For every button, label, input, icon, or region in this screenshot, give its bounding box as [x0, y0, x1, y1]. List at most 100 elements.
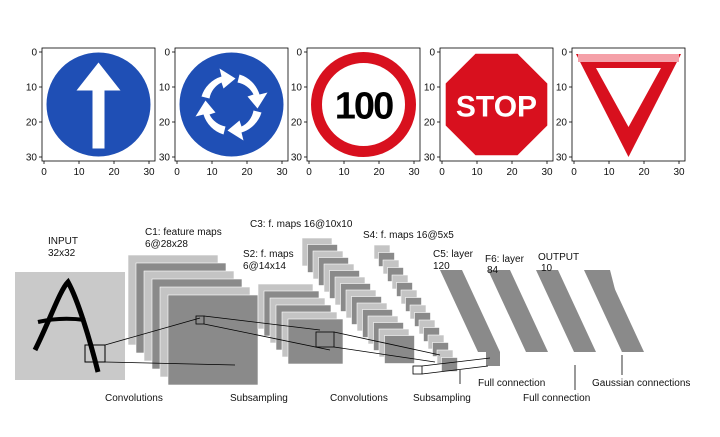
- y-tick-label: 30: [556, 153, 568, 164]
- x-tick-label: 10: [73, 167, 85, 178]
- arrow: [227, 110, 262, 141]
- layer-size: 84: [487, 265, 499, 276]
- y-tick-label: 0: [561, 48, 567, 59]
- y-tick-label: 20: [424, 118, 436, 129]
- x-tick-label: 0: [571, 167, 577, 178]
- operation: Full connection: [478, 378, 545, 389]
- y-tick-label: 20: [159, 118, 171, 129]
- connection-lines: [104, 315, 623, 390]
- layer-name: F6: layer: [485, 254, 525, 265]
- x-tick-label: 0: [41, 167, 47, 178]
- sign-triangle-top: [578, 54, 679, 62]
- y-tick-label: 30: [291, 153, 303, 164]
- x-tick-label: 30: [276, 167, 288, 178]
- y-tick-label: 10: [291, 83, 303, 94]
- operation: Subsampling: [230, 393, 288, 404]
- x-tick-label: 30: [541, 167, 553, 178]
- y-tick-label: 10: [26, 83, 38, 94]
- glyph-a: [32, 277, 101, 373]
- sign-octagon: [445, 53, 548, 156]
- plot-frame: [439, 47, 554, 162]
- y-tick-label: 30: [26, 153, 38, 164]
- feature-map: [287, 318, 344, 365]
- arrow: [237, 74, 268, 109]
- x-tick-label: 10: [603, 167, 615, 178]
- y-tick-label: 30: [424, 153, 436, 164]
- x-tick-label: 20: [373, 167, 385, 178]
- y-tick-label: 10: [424, 83, 436, 94]
- receptive-field: [84, 344, 106, 363]
- y-tick-label: 10: [556, 83, 568, 94]
- arrow: [201, 68, 236, 99]
- lenet-diagram: INPUT 32x32 C1: feature maps 6@28x28 S2:…: [15, 219, 690, 404]
- y-tick-label: 20: [556, 118, 568, 129]
- layer-size: 32x32: [48, 248, 76, 259]
- operation: Gaussian connections: [592, 378, 690, 389]
- x-tick-label: 30: [143, 167, 155, 178]
- layer-size: 120: [433, 261, 450, 272]
- y-tick-label: 0: [164, 48, 170, 59]
- x-tick-label: 20: [638, 167, 650, 178]
- x-tick-label: 20: [506, 167, 518, 178]
- feature-map: [384, 335, 415, 364]
- x-tick-label: 20: [241, 167, 253, 178]
- layer-size: 6@14x14: [243, 261, 286, 272]
- glyph-a-bar: [37, 316, 86, 324]
- plot-frame: [174, 47, 289, 162]
- operation: Full connection: [523, 393, 590, 404]
- sign-text: 100: [335, 86, 393, 128]
- feature-maps: [127, 237, 500, 386]
- layer-size: 6@28x28: [145, 239, 188, 250]
- x-tick-label: 30: [408, 167, 420, 178]
- layer-name: C1: feature maps: [145, 227, 222, 238]
- layer-name: C5: layer: [433, 249, 474, 260]
- plot-frame: [306, 47, 421, 162]
- x-tick-label: 0: [174, 167, 180, 178]
- y-tick-label: 30: [159, 153, 171, 164]
- y-tick-label: 0: [31, 48, 37, 59]
- x-tick-label: 0: [306, 167, 312, 178]
- sign-text: STOP: [456, 91, 537, 124]
- full-connections: [440, 270, 644, 352]
- layer-name: OUTPUT: [538, 252, 579, 263]
- arrow: [76, 62, 121, 149]
- sign-ring: [311, 52, 416, 157]
- plot-frame: [41, 47, 156, 162]
- operation: Convolutions: [105, 393, 163, 404]
- x-tick-label: 10: [338, 167, 350, 178]
- x-tick-label: 10: [471, 167, 483, 178]
- plot-frame: [571, 47, 686, 162]
- layer-name: S4: f. maps 16@5x5: [363, 230, 454, 241]
- y-tick-label: 20: [291, 118, 303, 129]
- y-tick-label: 0: [429, 48, 435, 59]
- connection-band: [488, 270, 548, 352]
- feature-map: [167, 294, 259, 386]
- sign-disc: [179, 52, 284, 157]
- layer-name: C3: f. maps 16@10x10: [250, 219, 353, 230]
- y-tick-label: 20: [26, 118, 38, 129]
- y-tick-label: 10: [159, 83, 171, 94]
- output-band: [598, 270, 630, 352]
- connection-band: [536, 270, 596, 352]
- arrow: [195, 100, 226, 135]
- x-tick-label: 0: [439, 167, 445, 178]
- feature-map: [441, 357, 458, 372]
- operation: Subsampling: [413, 393, 471, 404]
- layer-size: 10: [541, 263, 553, 274]
- y-tick-label: 0: [296, 48, 302, 59]
- feature-map: [486, 352, 500, 366]
- x-tick-label: 20: [108, 167, 120, 178]
- operation: Convolutions: [330, 393, 388, 404]
- layer-name: INPUT: [48, 236, 78, 247]
- x-tick-label: 30: [673, 167, 685, 178]
- connection-band: [440, 270, 500, 352]
- sign-triangle-inner: [596, 68, 661, 127]
- layer-name: S2: f. maps: [243, 249, 294, 260]
